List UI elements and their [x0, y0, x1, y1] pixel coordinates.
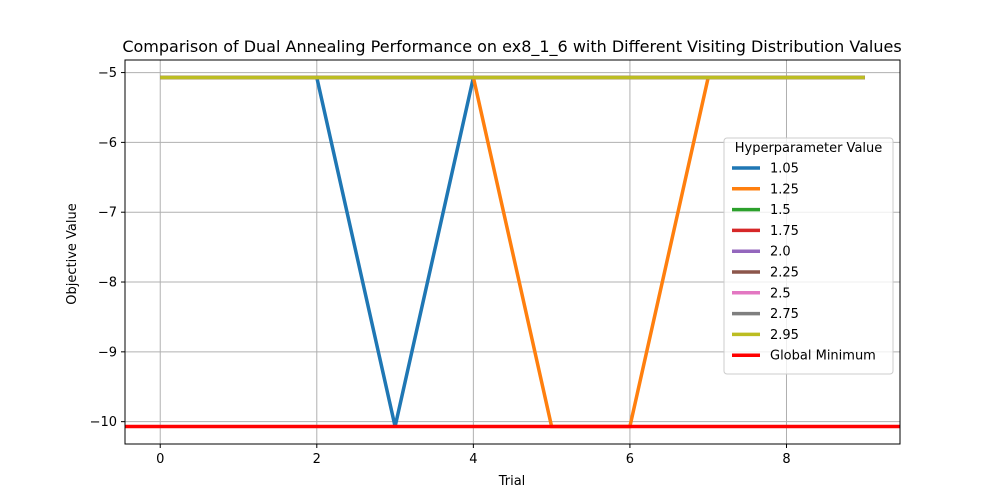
legend-label: 1.5 — [770, 203, 791, 218]
y-tick-label: −10 — [90, 415, 117, 430]
y-axis-label: Objective Value — [65, 203, 80, 304]
legend-label: 2.75 — [770, 307, 799, 322]
x-tick-label: 4 — [469, 452, 477, 467]
y-tick-label: −5 — [98, 66, 117, 81]
legend: Hyperparameter Value 1.05 1.25 1.5 1.75 2.0 2… — [723, 137, 894, 375]
legend-items: 1.05 1.25 1.5 1.75 2.0 2.25 2.5 2.75 2.95 Global … — [732, 162, 876, 364]
x-tick-label: 2 — [313, 452, 321, 467]
y-tick-label: −9 — [98, 345, 117, 360]
legend-label: 2.25 — [770, 266, 799, 281]
plot-frame — [124, 59, 901, 445]
legend-label: Global Minimum — [770, 349, 876, 364]
legend-label: 1.05 — [770, 162, 799, 177]
legend-title: Hyperparameter Value — [735, 141, 883, 156]
legend-label: 1.25 — [770, 182, 799, 197]
series-lines — [125, 75, 900, 429]
x-axis-label: Trial — [498, 474, 526, 489]
y-tick-label: −8 — [98, 276, 117, 291]
axis-ticks: 0 2 4 6 8 −5 −6 −7 −8 −9 −10 — [90, 66, 791, 467]
legend-label: 1.75 — [770, 224, 799, 239]
x-tick-label: 6 — [626, 452, 634, 467]
y-tick-label: −6 — [98, 136, 117, 151]
x-tick-label: 8 — [782, 452, 790, 467]
legend-label: 2.95 — [770, 328, 799, 343]
chart-title: Comparison of Dual Annealing Performance… — [122, 37, 901, 57]
legend-box — [723, 137, 894, 375]
x-tick-label: 0 — [156, 452, 164, 467]
y-tick-label: −7 — [98, 206, 117, 221]
legend-label: 2.0 — [770, 245, 791, 260]
legend-label: 2.5 — [770, 286, 791, 301]
